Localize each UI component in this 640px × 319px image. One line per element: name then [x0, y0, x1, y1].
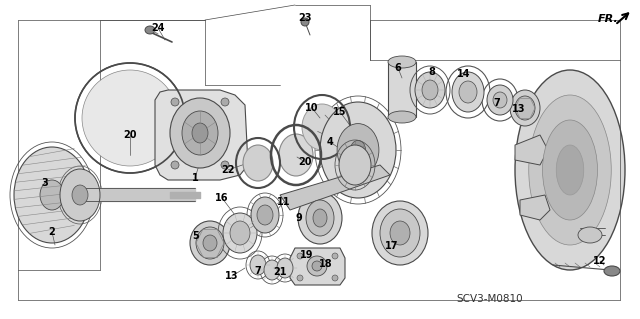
Ellipse shape: [40, 180, 64, 210]
Text: SCV3-M0810: SCV3-M0810: [457, 294, 524, 304]
Text: 21: 21: [273, 267, 287, 277]
Ellipse shape: [529, 95, 611, 245]
Circle shape: [221, 161, 229, 169]
Ellipse shape: [351, 140, 365, 160]
Text: 20: 20: [298, 157, 312, 167]
Text: 23: 23: [298, 13, 312, 23]
Ellipse shape: [380, 209, 420, 257]
Ellipse shape: [251, 197, 279, 233]
Text: 13: 13: [225, 271, 239, 281]
Ellipse shape: [339, 145, 371, 185]
Ellipse shape: [388, 111, 416, 123]
Circle shape: [297, 253, 303, 259]
Text: 18: 18: [319, 259, 333, 269]
Ellipse shape: [170, 98, 230, 168]
Polygon shape: [515, 135, 548, 165]
Ellipse shape: [320, 102, 396, 198]
Ellipse shape: [277, 258, 293, 278]
Ellipse shape: [182, 111, 218, 155]
Circle shape: [307, 256, 327, 276]
Text: 6: 6: [395, 63, 401, 73]
Circle shape: [75, 63, 185, 173]
Circle shape: [301, 18, 309, 26]
Circle shape: [297, 275, 303, 281]
Text: 19: 19: [300, 250, 314, 260]
Ellipse shape: [515, 70, 625, 270]
Ellipse shape: [250, 255, 266, 275]
Ellipse shape: [264, 260, 280, 280]
Polygon shape: [155, 90, 248, 180]
Circle shape: [221, 98, 229, 106]
Ellipse shape: [203, 235, 217, 251]
Text: 3: 3: [42, 178, 49, 188]
Bar: [388, 62, 416, 117]
Text: 9: 9: [296, 213, 302, 223]
Text: 22: 22: [221, 165, 235, 175]
Text: 16: 16: [215, 193, 228, 203]
Ellipse shape: [306, 200, 334, 236]
Text: 17: 17: [385, 241, 399, 251]
Ellipse shape: [279, 134, 313, 176]
Polygon shape: [290, 248, 345, 285]
Ellipse shape: [388, 56, 416, 68]
Ellipse shape: [145, 26, 155, 34]
Text: 7: 7: [493, 98, 500, 108]
Text: 12: 12: [593, 256, 607, 266]
Ellipse shape: [60, 169, 100, 221]
Ellipse shape: [372, 201, 428, 265]
Circle shape: [171, 161, 179, 169]
Text: 10: 10: [305, 103, 319, 113]
Ellipse shape: [422, 80, 438, 100]
Ellipse shape: [604, 266, 620, 276]
Text: 8: 8: [429, 67, 435, 77]
Text: 7: 7: [255, 266, 261, 276]
Polygon shape: [520, 195, 550, 220]
Ellipse shape: [578, 227, 602, 243]
Ellipse shape: [510, 90, 540, 126]
Ellipse shape: [243, 145, 273, 181]
Ellipse shape: [192, 123, 208, 143]
Circle shape: [332, 253, 338, 259]
Ellipse shape: [313, 209, 327, 227]
Ellipse shape: [543, 120, 598, 220]
Ellipse shape: [487, 85, 513, 115]
Text: 24: 24: [151, 23, 164, 33]
Text: 13: 13: [512, 104, 525, 114]
Text: 15: 15: [333, 107, 347, 117]
Circle shape: [82, 70, 178, 166]
Ellipse shape: [459, 81, 477, 103]
Circle shape: [312, 261, 322, 271]
Ellipse shape: [415, 72, 445, 108]
Ellipse shape: [72, 185, 88, 205]
Ellipse shape: [302, 104, 342, 150]
Ellipse shape: [14, 147, 90, 243]
Ellipse shape: [223, 213, 257, 253]
Ellipse shape: [257, 205, 273, 225]
Ellipse shape: [556, 145, 584, 195]
Ellipse shape: [298, 192, 342, 244]
Text: 11: 11: [277, 197, 291, 207]
Ellipse shape: [196, 227, 224, 259]
Ellipse shape: [190, 221, 230, 265]
Ellipse shape: [230, 221, 250, 245]
Ellipse shape: [390, 221, 410, 245]
Text: 2: 2: [49, 227, 56, 237]
Circle shape: [171, 98, 179, 106]
Text: 14: 14: [457, 69, 471, 79]
Circle shape: [332, 275, 338, 281]
Text: FR.: FR.: [598, 14, 619, 24]
Text: 20: 20: [124, 130, 137, 140]
Polygon shape: [280, 165, 390, 210]
Ellipse shape: [515, 96, 535, 120]
Ellipse shape: [493, 92, 507, 108]
Text: 1: 1: [191, 173, 198, 183]
Text: 4: 4: [326, 137, 333, 147]
Ellipse shape: [337, 123, 379, 176]
Text: 5: 5: [193, 231, 200, 241]
Ellipse shape: [452, 72, 484, 112]
